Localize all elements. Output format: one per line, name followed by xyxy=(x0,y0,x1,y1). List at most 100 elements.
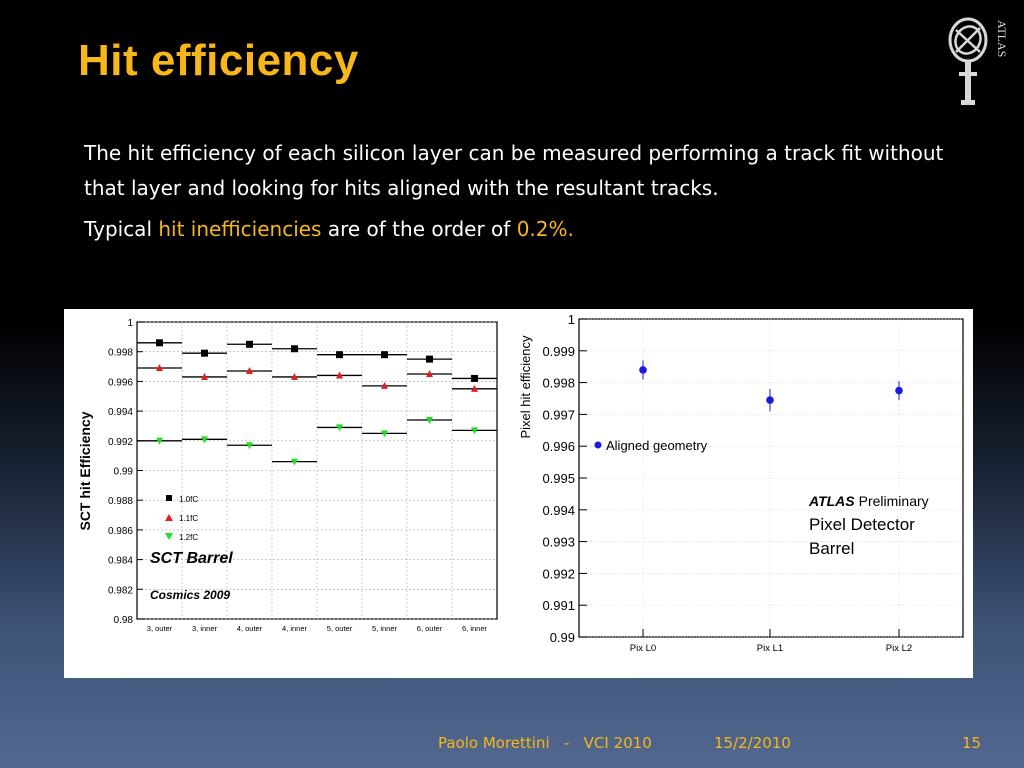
sct-xtick-label: 4, inner xyxy=(282,624,308,633)
pixel-data-points xyxy=(639,360,903,412)
pixel-ylabel: Pixel hit efficiency xyxy=(518,335,533,439)
sct-ytick-label: 0.994 xyxy=(108,407,133,418)
paragraph-2-pre: Typical xyxy=(84,217,159,241)
pixel-ytick-label: 0.996 xyxy=(542,439,575,454)
legend-label-3: 1.2fC xyxy=(179,533,198,542)
sct-ylabel: SCT hit Efficiency xyxy=(77,411,93,530)
legend-label-1: 1.0fC xyxy=(179,495,198,504)
sct-xtick-label: 4, outer xyxy=(237,624,263,633)
sct-ytick-label: 1 xyxy=(127,318,133,329)
atlas-preliminary: ATLAS Preliminary xyxy=(808,493,929,509)
sct-ytick-label: 0.988 xyxy=(108,496,133,507)
pixel-xtick-label: Pix L2 xyxy=(886,643,912,654)
legend-marker-1 xyxy=(166,495,172,501)
slide-body: The hit efficiency of each silicon layer… xyxy=(84,136,984,247)
pixel-ytick-label: 0.998 xyxy=(542,376,575,391)
sct-xtick-label: 5, inner xyxy=(372,624,398,633)
logo-text: ATLAS xyxy=(995,20,1009,57)
pixel-legend-marker xyxy=(594,441,602,449)
pixel-plot: 0.99 0.991 0.992 0.993 0.994 0.995 0.996 0.997 0… xyxy=(518,312,964,654)
sct-xtick-label: 6, inner xyxy=(462,624,488,633)
pixel-ytick-label: 0.99 xyxy=(550,630,575,645)
sct-data-point xyxy=(201,372,208,380)
inefficiency-value: 0.2%. xyxy=(516,217,574,241)
sct-data-point xyxy=(426,417,433,425)
barrel-label: Barrel xyxy=(809,539,854,558)
sct-y-tick-labels: 0.98 0.982 0.984 0.986 0.988 0.99 0.992 0.994 0.… xyxy=(108,318,133,626)
sct-ytick-label: 0.99 xyxy=(114,467,134,478)
sct-x-tick-labels: 3, outer 3, inner 4, outer 4, inner 5, outer… xyxy=(147,624,488,633)
sct-data-point xyxy=(381,381,388,389)
sct-xtick-label: 3, outer xyxy=(147,624,173,633)
sct-data-point xyxy=(426,355,433,363)
sct-ytick-label: 0.992 xyxy=(108,437,133,448)
pixel-ytick-label: 1 xyxy=(568,312,575,327)
legend-marker-3 xyxy=(165,533,173,540)
pixel-xtick-label: Pix L1 xyxy=(757,643,783,654)
pixel-data-point xyxy=(895,386,903,395)
legend-label-2: 1.1fC xyxy=(179,514,198,523)
sct-data-point xyxy=(201,436,208,444)
sct-data-point xyxy=(156,437,163,445)
pixel-legend: Aligned geometry xyxy=(594,438,708,453)
sct-ytick-label: 0.982 xyxy=(108,585,133,596)
sct-data-point xyxy=(246,367,253,375)
sct-data-point xyxy=(201,349,208,357)
sct-data-point xyxy=(156,364,163,372)
pixel-ytick-label: 0.992 xyxy=(542,566,575,581)
sct-data-point xyxy=(156,339,163,347)
pixel-ytick-label: 0.994 xyxy=(542,503,575,518)
sct-data-point xyxy=(336,351,343,359)
sct-ytick-label: 0.998 xyxy=(108,348,133,359)
pixel-legend-label: Aligned geometry xyxy=(606,438,708,453)
hit-inefficiencies-highlight: hit inefficiencies xyxy=(158,217,322,241)
slide-title: Hit efficiency xyxy=(78,36,359,85)
pixel-data-point xyxy=(766,396,774,404)
figure-panel: 0.98 0.982 0.984 0.986 0.988 0.99 0.992 0.994 0.… xyxy=(64,309,973,678)
sct-data-point xyxy=(381,430,388,438)
sct-ytick-label: 0.984 xyxy=(108,556,133,567)
sct-plot: 0.98 0.982 0.984 0.986 0.988 0.99 0.992 0.994 0.… xyxy=(77,318,498,633)
sct-barrel-label: SCT Barrel xyxy=(150,550,233,567)
pixel-xtick-label: Pix L0 xyxy=(630,643,656,654)
preliminary-label: Preliminary xyxy=(859,493,929,509)
pixel-y-tick-labels: 0.99 0.991 0.992 0.993 0.994 0.995 0.996 0.997 0… xyxy=(542,312,575,645)
sct-legend: 1.0fC 1.1fC 1.2fC xyxy=(165,495,198,542)
sct-data-point xyxy=(381,351,388,359)
sct-data-points xyxy=(137,339,497,466)
footer-author-event: Paolo Morettini - VCI 2010 xyxy=(438,734,652,752)
pixel-ytick-label: 0.997 xyxy=(542,407,575,422)
cosmics-label: Cosmics 2009 xyxy=(150,588,230,602)
sct-data-point xyxy=(291,372,298,380)
sct-ytick-label: 0.98 xyxy=(114,615,134,626)
figure-svg: 0.98 0.982 0.984 0.986 0.988 0.99 0.992 0.994 0.… xyxy=(77,312,964,654)
sct-data-point xyxy=(471,427,478,435)
paragraph-2: Typical hit inefficiencies are of the or… xyxy=(84,212,984,247)
pixel-x-tick-labels: Pix L0 Pix L1 Pix L2 xyxy=(630,643,912,654)
footer-page-number: 15 xyxy=(962,734,982,752)
legend-marker-2 xyxy=(165,514,173,521)
sct-xtick-label: 6, outer xyxy=(417,624,443,633)
sct-xtick-label: 5, outer xyxy=(327,624,353,633)
sct-data-point xyxy=(246,442,253,450)
sct-grid xyxy=(137,321,497,620)
sct-data-point xyxy=(336,371,343,379)
atlas-logo-icon: ATLAS xyxy=(948,17,1009,105)
sct-xtick-label: 3, inner xyxy=(192,624,218,633)
pixel-detector-label: Pixel Detector xyxy=(809,515,915,534)
sct-ytick-label: 0.986 xyxy=(108,526,133,537)
sct-ytick-label: 0.996 xyxy=(108,377,133,388)
paragraph-1: The hit efficiency of each silicon layer… xyxy=(84,141,944,200)
pixel-ytick-label: 0.999 xyxy=(542,344,575,359)
pixel-ytick-label: 0.993 xyxy=(542,535,575,550)
sct-data-point xyxy=(246,340,253,348)
sct-data-point xyxy=(336,424,343,432)
footer-date: 15/2/2010 xyxy=(714,734,791,752)
sct-data-point xyxy=(291,458,298,466)
sct-data-point xyxy=(471,384,478,392)
sct-data-point xyxy=(426,369,433,377)
pixel-data-point xyxy=(639,366,647,374)
pixel-grid xyxy=(579,318,963,638)
pixel-ytick-label: 0.991 xyxy=(542,598,575,613)
sct-data-point xyxy=(291,345,298,353)
